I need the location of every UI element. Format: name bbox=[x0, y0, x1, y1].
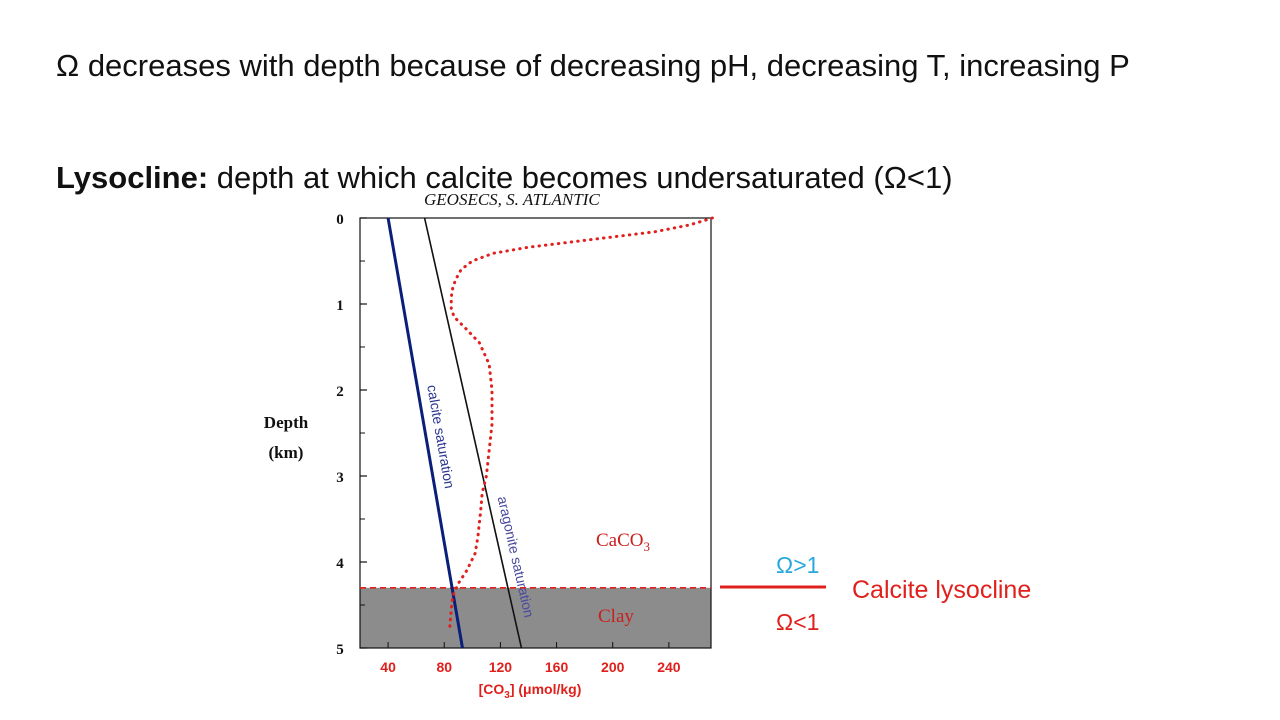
y-tick-label: 4 bbox=[336, 556, 344, 572]
carbonate-ion-profile-line bbox=[448, 216, 714, 628]
x-tick-label: 240 bbox=[657, 659, 681, 675]
y-tick-label: 5 bbox=[336, 642, 344, 658]
calcite-saturation-label: calcite saturation bbox=[424, 383, 458, 489]
slide-text-line1: Ω decreases with depth because of decrea… bbox=[56, 44, 1156, 88]
y-tick-label: 1 bbox=[336, 298, 344, 314]
y-tick-label: 0 bbox=[336, 212, 344, 228]
line1-text: decreases with depth because of decreasi… bbox=[87, 48, 1130, 83]
x-tick-label: 160 bbox=[545, 659, 569, 675]
chart-title: GEOSECS, S. ATLANTIC bbox=[424, 190, 600, 209]
x-axis-label: [CO3] (μmol/kg) bbox=[479, 681, 582, 701]
calcite-saturation-line bbox=[386, 217, 464, 649]
calcite-lysocline-label: Calcite lysocline bbox=[852, 576, 1031, 604]
x-tick-label: 80 bbox=[436, 659, 452, 675]
x-tick-label: 40 bbox=[380, 659, 396, 675]
y-tick-label: 2 bbox=[336, 384, 344, 400]
aragonite-saturation-line bbox=[423, 217, 523, 649]
omega-greater-label: Ω>1 bbox=[776, 552, 819, 578]
lysocline-term: Lysocline: bbox=[56, 160, 209, 195]
omega-symbol-2: Ω bbox=[883, 160, 907, 195]
omega-symbol: Ω bbox=[56, 48, 80, 83]
clay-region-label: Clay bbox=[598, 606, 634, 627]
x-axis-ticks: 40 80 120 160 200 240 bbox=[380, 642, 681, 675]
y-axis-ticks: 0 1 2 3 4 5 bbox=[336, 212, 367, 658]
y-tick-label: 3 bbox=[336, 470, 344, 486]
lysocline-definition: depth at which calcite becomes undersatu… bbox=[216, 160, 884, 195]
lysocline-definition-end: <1) bbox=[906, 160, 953, 195]
x-tick-label: 200 bbox=[601, 659, 625, 675]
series-group bbox=[386, 216, 714, 649]
y-axis-unit: (km) bbox=[269, 443, 304, 462]
slide-text-line2: Lysocline: depth at which calcite become… bbox=[56, 156, 953, 200]
clay-region bbox=[360, 587, 711, 648]
omega-less-label: Ω<1 bbox=[776, 609, 819, 635]
x-tick-label: 120 bbox=[489, 659, 513, 675]
plot-frame bbox=[359, 217, 712, 649]
caco3-region-label: CaCO3 bbox=[596, 530, 650, 554]
y-axis-label: Depth bbox=[264, 413, 309, 432]
